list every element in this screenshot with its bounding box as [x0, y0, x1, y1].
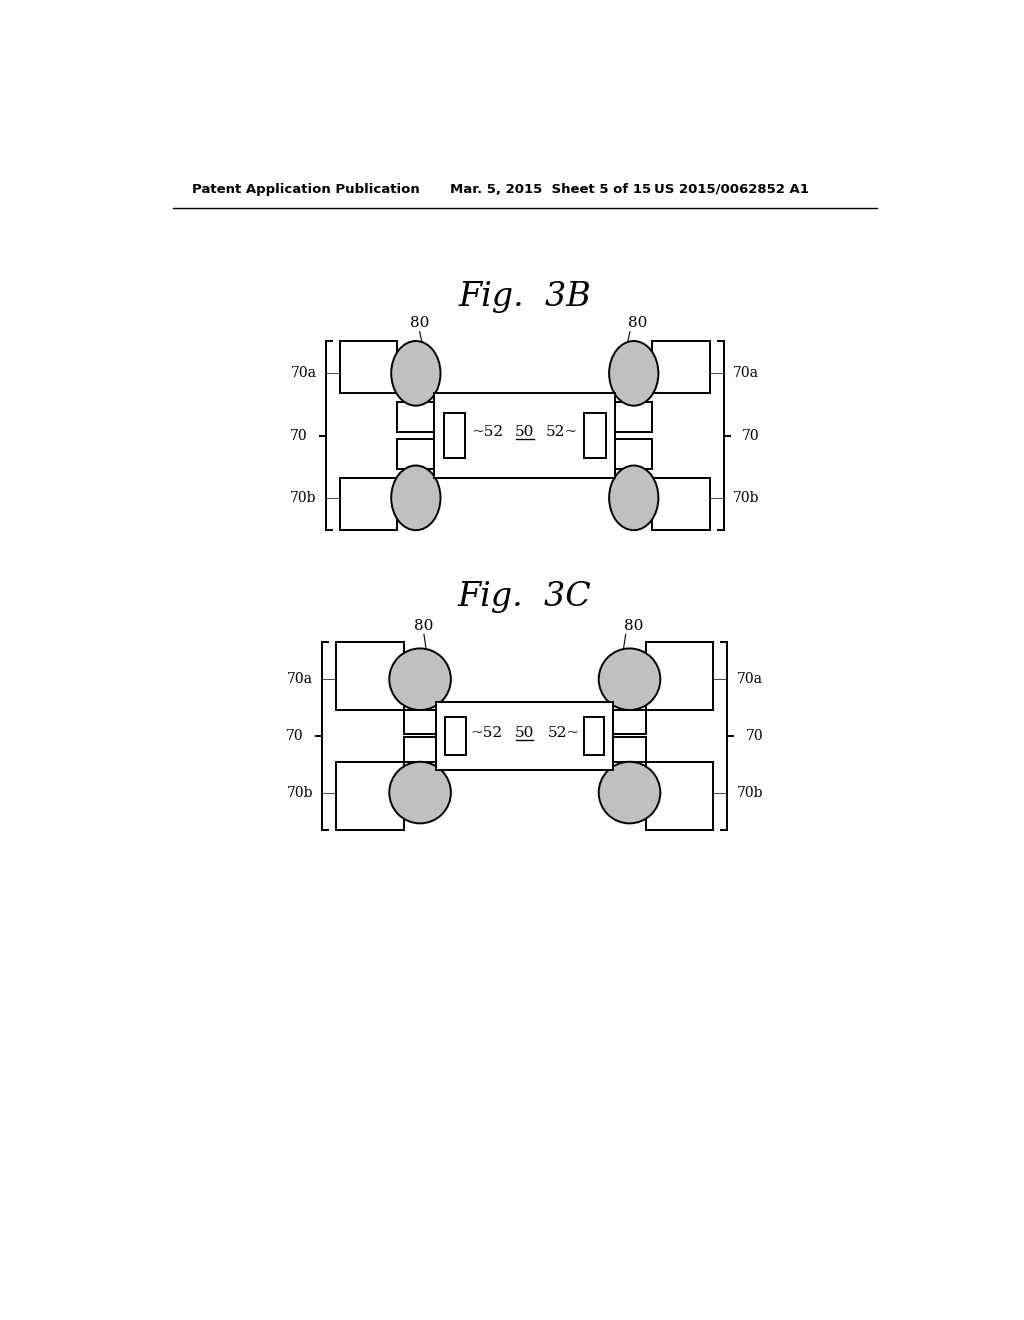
Text: 70a: 70a [736, 672, 763, 686]
Text: 70b: 70b [736, 785, 763, 800]
Text: 50: 50 [515, 726, 535, 739]
Text: 70b: 70b [287, 785, 313, 800]
Bar [436, 702, 613, 770]
Text: 50: 50 [515, 425, 535, 438]
Ellipse shape [391, 466, 440, 531]
Bar [340, 341, 397, 393]
Bar [340, 478, 397, 531]
Text: ~52: ~52 [471, 425, 504, 438]
Bar [584, 717, 604, 755]
Bar [613, 710, 646, 734]
Ellipse shape [391, 341, 440, 405]
Text: 70b: 70b [290, 491, 316, 504]
Text: 52~: 52~ [546, 425, 579, 438]
Text: 70a: 70a [733, 367, 759, 380]
Bar [336, 642, 403, 710]
Text: 52~: 52~ [548, 726, 580, 739]
Ellipse shape [609, 466, 658, 531]
Text: 70: 70 [742, 429, 760, 442]
Bar [613, 738, 646, 762]
Ellipse shape [389, 762, 451, 824]
Bar [652, 478, 710, 531]
Bar [443, 413, 465, 458]
Bar [403, 710, 436, 734]
Bar [397, 403, 434, 432]
Text: 80: 80 [415, 619, 433, 632]
Text: 70: 70 [745, 729, 764, 743]
Bar [397, 440, 434, 469]
Text: Patent Application Publication: Patent Application Publication [193, 182, 420, 195]
Ellipse shape [389, 648, 451, 710]
Text: Mar. 5, 2015  Sheet 5 of 15: Mar. 5, 2015 Sheet 5 of 15 [451, 182, 651, 195]
Text: 70b: 70b [733, 491, 760, 504]
Bar [445, 717, 466, 755]
Bar [434, 393, 615, 478]
Text: 80: 80 [410, 315, 429, 330]
Bar [646, 762, 714, 830]
Bar [652, 341, 710, 393]
Bar [615, 403, 652, 432]
Bar [585, 413, 606, 458]
Text: 80: 80 [628, 315, 647, 330]
Text: Fig.  3C: Fig. 3C [458, 581, 592, 614]
Text: US 2015/0062852 A1: US 2015/0062852 A1 [654, 182, 809, 195]
Bar [336, 762, 403, 830]
Text: 70: 70 [286, 729, 304, 743]
Ellipse shape [609, 341, 658, 405]
Text: ~52: ~52 [470, 726, 502, 739]
Bar [403, 738, 436, 762]
Text: 70a: 70a [287, 672, 313, 686]
Text: 70: 70 [290, 429, 307, 442]
Text: 70a: 70a [291, 367, 316, 380]
Ellipse shape [599, 762, 660, 824]
Bar [615, 440, 652, 469]
Bar [646, 642, 714, 710]
Text: 80: 80 [624, 619, 643, 632]
Text: Fig.  3B: Fig. 3B [459, 281, 591, 313]
Ellipse shape [599, 648, 660, 710]
